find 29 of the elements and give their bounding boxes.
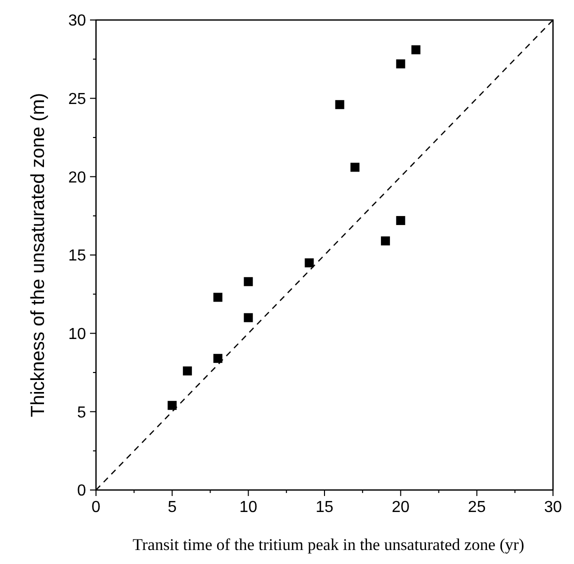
y-tick-label: 0 [77,482,86,500]
point [244,313,253,322]
x-tick-label: 10 [239,499,258,516]
point [213,292,222,302]
point [335,100,344,110]
point [304,258,314,268]
x-tick-label: 30 [544,499,562,516]
point [168,400,177,410]
y-tick-label: 5 [77,404,86,422]
y-tick-label: 25 [68,90,86,108]
x-axis-title: Transit time of the tritium peak in the unsaturated zone (yr) [132,535,524,554]
y-tick-label: 10 [68,326,86,343]
x-tick-label: 0 [92,499,101,516]
y-tick-label: 30 [68,12,86,30]
point [244,277,253,286]
point [380,236,390,246]
point [213,354,222,363]
point [411,45,420,54]
y-tick-label: 15 [68,248,86,265]
point [396,216,406,226]
x-tick-label: 20 [392,499,410,516]
x-tick-label: 15 [316,499,334,516]
x-tick-label: 5 [168,499,177,516]
y-tick-label: 20 [68,169,86,186]
point [396,59,406,68]
y-axis-title: Thickness of the unsaturated zone (m) [28,92,49,418]
x-tick-label: 25 [468,499,486,516]
point [182,366,192,376]
point [350,162,360,172]
